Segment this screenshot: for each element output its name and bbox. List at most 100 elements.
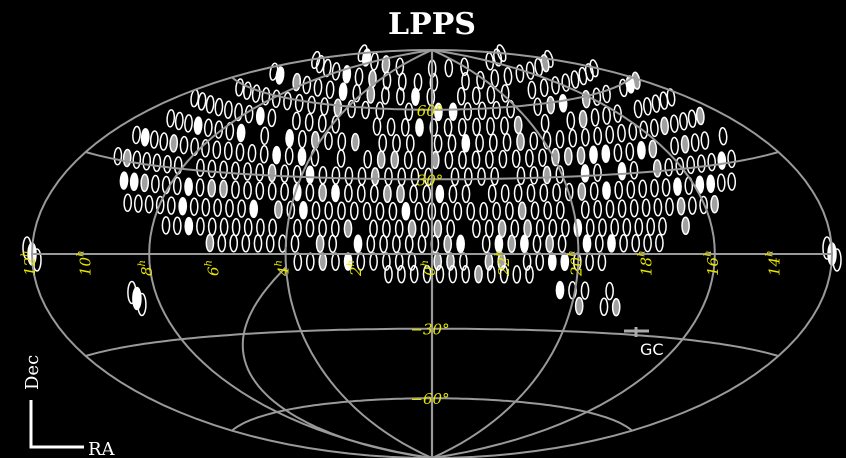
survey-field — [142, 152, 152, 171]
survey-field — [337, 201, 346, 221]
survey-field — [325, 80, 335, 99]
ra-tick-label: 2h — [346, 260, 365, 277]
survey-field — [363, 150, 373, 169]
survey-field — [159, 132, 169, 151]
survey-field — [563, 147, 573, 166]
survey-field — [605, 281, 614, 301]
x-axis-label: RA — [88, 439, 116, 458]
survey-field — [625, 142, 635, 161]
survey-field — [530, 201, 540, 220]
survey-field — [207, 179, 217, 198]
survey-field — [429, 118, 439, 137]
survey-field — [379, 234, 388, 254]
survey-field — [655, 233, 664, 253]
survey-field — [366, 234, 376, 254]
survey-field — [686, 155, 696, 175]
survey-field — [461, 184, 471, 204]
survey-field — [369, 184, 379, 203]
survey-field — [219, 217, 229, 237]
survey-field — [650, 178, 659, 198]
survey-field — [568, 129, 578, 148]
survey-field — [255, 181, 265, 200]
survey-field — [401, 202, 411, 221]
survey-field — [231, 217, 241, 237]
survey-field — [599, 297, 609, 317]
survey-field — [461, 72, 470, 91]
survey-field — [386, 117, 396, 137]
survey-field — [140, 173, 150, 193]
survey-field — [570, 70, 580, 89]
survey-field — [535, 252, 545, 271]
survey-field — [832, 248, 842, 272]
survey-field — [638, 179, 648, 199]
survey-field — [513, 115, 523, 135]
survey-field — [552, 183, 561, 202]
survey-field — [515, 64, 525, 83]
survey-field — [474, 264, 483, 284]
survey-field — [493, 48, 503, 67]
survey-field — [203, 118, 213, 137]
survey-field — [700, 131, 710, 150]
survey-field — [261, 87, 271, 106]
survey-field — [397, 264, 406, 284]
survey-field — [673, 177, 682, 196]
survey-field — [680, 135, 690, 154]
survey-field — [426, 87, 436, 107]
survey-field — [433, 134, 443, 153]
survey-field — [422, 184, 432, 204]
survey-field — [440, 202, 450, 221]
survey-field — [466, 202, 476, 221]
survey-field — [510, 219, 520, 238]
survey-field — [305, 165, 315, 184]
survey-field — [458, 150, 467, 170]
survey-field — [217, 233, 227, 253]
survey-field — [417, 234, 427, 254]
grid-line — [231, 397, 633, 432]
survey-field — [513, 183, 523, 203]
survey-field — [350, 132, 360, 152]
survey-field — [593, 163, 602, 182]
survey-field — [500, 184, 510, 203]
survey-field — [717, 151, 727, 170]
survey-field — [561, 218, 570, 238]
survey-field — [492, 100, 501, 120]
survey-field — [594, 234, 604, 253]
survey-field — [292, 164, 302, 184]
survey-field — [195, 178, 205, 197]
survey-field — [133, 194, 143, 213]
survey-field — [315, 55, 325, 74]
survey-field — [523, 219, 532, 238]
survey-field — [687, 109, 697, 128]
survey-field — [231, 161, 240, 180]
survey-field — [529, 166, 539, 185]
survey-field — [311, 201, 321, 220]
survey-field — [548, 219, 558, 238]
survey-field — [652, 159, 662, 178]
survey-field — [576, 146, 586, 165]
survey-field — [533, 97, 543, 116]
survey-field — [307, 95, 316, 115]
survey-field — [382, 71, 392, 90]
survey-field — [690, 133, 700, 152]
survey-field — [205, 233, 215, 253]
survey-field — [585, 252, 594, 272]
survey-field — [161, 216, 171, 235]
survey-field — [414, 202, 424, 221]
survey-field — [535, 219, 545, 238]
survey-field — [639, 120, 649, 140]
survey-field — [375, 101, 385, 120]
survey-field — [526, 183, 536, 203]
dec-tick-labels: 60° 30° −30° −60° — [410, 102, 449, 408]
survey-field — [113, 146, 123, 166]
survey-field — [331, 166, 341, 185]
survey-field — [243, 218, 253, 237]
survey-field — [602, 181, 611, 200]
survey-field — [409, 264, 419, 284]
survey-field — [643, 97, 652, 116]
survey-field — [299, 200, 308, 220]
survey-field — [648, 139, 658, 159]
grid-line — [85, 327, 779, 357]
survey-field — [241, 234, 251, 253]
survey-field — [555, 200, 565, 220]
survey-field — [498, 149, 508, 169]
